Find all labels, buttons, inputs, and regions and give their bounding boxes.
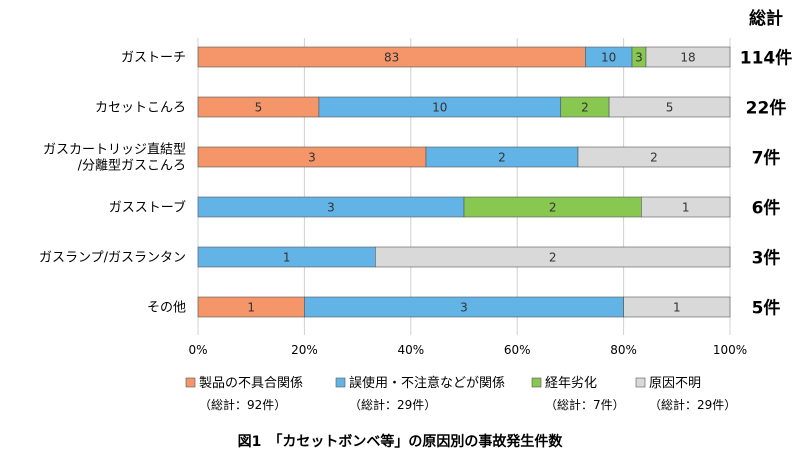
- row-total-label: 5件: [752, 298, 781, 319]
- bar-value-label: 3: [308, 151, 316, 165]
- category-labels: ガストーチカセットこんろガスカートリッジ直結型/分離型ガスこんろガスストーブガス…: [39, 51, 186, 316]
- legend-total-label: （総計：29件）: [649, 397, 736, 412]
- bar-value-label: 2: [581, 101, 589, 115]
- x-axis-ticks: 0% 20% 40% 60% 80% 100%: [188, 343, 747, 357]
- category-label: カセットこんろ: [95, 101, 186, 116]
- legend-total-label: （総計：29件）: [349, 397, 436, 412]
- x-tick-label: 20%: [291, 343, 318, 357]
- bar-segment: [645, 46, 731, 68]
- bar-value-label: 10: [432, 101, 447, 115]
- row-total-label: 114件: [740, 48, 793, 69]
- legend-swatch: [531, 377, 542, 388]
- bar-segment: [577, 146, 731, 168]
- chart-caption: 図1 「カセットボンベ等」の原因別の事故発生件数: [238, 433, 564, 450]
- x-tick-label: 80%: [610, 343, 637, 357]
- bar-value-label: 83: [384, 51, 399, 65]
- category-label: ガスカートリッジ直結型: [43, 143, 186, 158]
- bar-value-label: 18: [680, 51, 695, 65]
- gridlines: [197, 38, 731, 335]
- row-total-label: 7件: [752, 148, 781, 169]
- category-label: ガストーチ: [121, 51, 186, 66]
- bar-segment: [641, 196, 731, 218]
- bar-value-label: 2: [549, 251, 557, 265]
- bar-value-label: 2: [650, 151, 658, 165]
- legend-label: 製品の不具合関係: [199, 376, 303, 391]
- totals-header: 総計: [749, 8, 783, 29]
- bar-value-label: 5: [666, 101, 674, 115]
- bar-value-label: 3: [460, 301, 468, 315]
- bar-value-label: 3: [327, 201, 335, 215]
- row-total-label: 3件: [752, 248, 781, 269]
- bar-segment: [623, 296, 731, 318]
- legend-swatch: [335, 377, 346, 388]
- bar-value-label: 1: [283, 251, 291, 265]
- category-label: ガスストーブ: [109, 200, 186, 216]
- legend-swatch: [635, 377, 646, 388]
- category-label: /分離型ガスこんろ: [78, 159, 186, 174]
- row-total-label: 6件: [752, 198, 781, 219]
- bar-value-label: 2: [549, 201, 557, 215]
- legend: 製品の不具合関係 （総計：92件） 誤使用・不注意などが関係 （総計：29件） 経年劣化…: [185, 375, 736, 412]
- bar-value-label: 3: [635, 51, 643, 65]
- x-tick-label: 60%: [504, 343, 531, 357]
- row-total-label: 22件: [746, 98, 787, 119]
- legend-total-label: （総計：92件）: [199, 397, 286, 412]
- bar-segment: [608, 96, 731, 118]
- bar-value-label: 1: [682, 201, 690, 215]
- x-tick-label: 100%: [713, 343, 747, 357]
- legend-swatch: [185, 377, 196, 388]
- bars: 83 10 3 18 5 10 2 5 3 2 2 3 2 1 1 2 1 3 1: [197, 46, 731, 318]
- total-labels: 114件 22件 7件 6件 3件 5件: [740, 48, 793, 319]
- legend-total-label: （総計：7件）: [545, 397, 625, 412]
- bar-value-label: 1: [673, 301, 681, 315]
- legend-label: 誤使用・不注意などが関係: [349, 375, 505, 391]
- legend-label: 原因不明: [649, 376, 701, 391]
- bar-segment: [375, 246, 731, 268]
- bar-value-label: 5: [255, 101, 263, 115]
- category-label: ガスランプ/ガスランタン: [39, 251, 186, 266]
- bar-value-label: 2: [498, 151, 506, 165]
- bar-value-label: 10: [601, 51, 616, 65]
- legend-label: 経年劣化: [545, 376, 597, 391]
- x-tick-label: 0%: [188, 343, 207, 357]
- x-tick-label: 40%: [397, 343, 424, 357]
- bar-value-label: 1: [247, 301, 255, 315]
- category-label: その他: [147, 301, 186, 316]
